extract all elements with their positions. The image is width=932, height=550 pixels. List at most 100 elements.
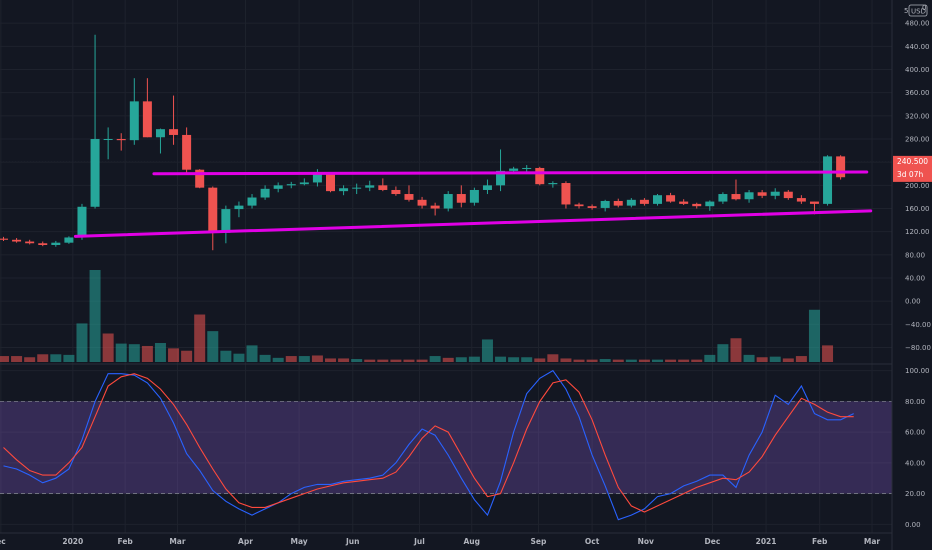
candle-body <box>90 139 100 207</box>
time-tick-label: Jul <box>413 537 425 546</box>
volume-bar <box>429 356 441 362</box>
volume-bar <box>534 358 546 362</box>
price-tick-label: 120.00 <box>905 228 930 236</box>
candle-body <box>182 134 192 170</box>
volume-bar <box>468 356 480 362</box>
volume-bar <box>455 357 467 362</box>
volume-bar <box>141 345 153 362</box>
time-axis[interactable]: ec 2020 Feb Mar Apr May Jun Jul Aug Sep Oct Nov Dec 2… <box>0 537 880 546</box>
time-tick-label: 2020 <box>62 537 83 546</box>
volume-bar <box>102 333 114 362</box>
candle-body <box>38 243 48 246</box>
candle-body <box>77 206 87 238</box>
candle-body <box>600 200 610 208</box>
time-tick-label: Feb <box>118 537 134 546</box>
candle-body <box>587 206 597 208</box>
volume-bar <box>207 331 219 362</box>
candle-body <box>626 199 636 206</box>
candle-body <box>731 194 741 200</box>
currency-badge[interactable] <box>908 4 928 17</box>
candle-body <box>509 168 519 171</box>
volume-bar <box>508 357 520 362</box>
volume-bar <box>325 358 336 362</box>
volume-bar <box>808 309 820 362</box>
volume-bar <box>704 354 716 362</box>
candle-body <box>0 238 8 240</box>
price-tag: 240.500 3d 07h <box>893 155 932 182</box>
volume-bar <box>678 359 690 362</box>
volume-bar <box>665 359 677 362</box>
stoch-d-line <box>3 373 854 513</box>
candle-body <box>783 191 793 199</box>
volume-bar <box>285 356 297 362</box>
stoch-band <box>0 400 892 494</box>
volume-bar <box>769 356 781 362</box>
scale-hint: 5 <box>904 7 908 15</box>
price-tick-label: 360.00 <box>905 89 930 97</box>
volume-bar <box>272 357 284 362</box>
volume-bar <box>547 354 559 362</box>
volume-bar <box>298 356 310 362</box>
trendline <box>152 170 869 176</box>
candle-body <box>221 209 231 233</box>
candle-body <box>404 194 414 200</box>
volume-bar <box>795 356 807 362</box>
price-tick-label: 400.00 <box>905 66 930 74</box>
trendlines[interactable] <box>73 170 873 238</box>
volume-bar <box>194 314 206 362</box>
volume-bar <box>638 359 650 362</box>
volume-bar <box>521 357 533 362</box>
candle-body <box>718 194 728 202</box>
volume-bar <box>560 358 572 362</box>
candle-body <box>391 189 401 195</box>
candle-body <box>653 195 662 204</box>
time-tick-label: Mar <box>864 537 881 546</box>
time-tick-label: Apr <box>238 537 253 546</box>
volume-bar <box>403 359 415 362</box>
candle-body <box>522 167 532 169</box>
candle-body <box>639 199 649 204</box>
volume-bar <box>181 350 193 362</box>
overbought-oversold-band <box>0 401 892 494</box>
candle-body <box>155 129 165 138</box>
candle-body <box>836 156 846 178</box>
candle-body <box>456 194 466 203</box>
candles <box>0 34 846 251</box>
osc-tick-label: 0.00 <box>905 521 921 529</box>
time-tick-label: Aug <box>464 537 481 546</box>
candle-body <box>195 169 205 188</box>
price-tick-label: 480.00 <box>905 20 930 28</box>
candle-body <box>103 139 113 141</box>
price-tag-box <box>893 155 932 182</box>
candle-body <box>260 188 270 198</box>
candle-body <box>496 170 506 186</box>
candle-body <box>234 205 244 210</box>
volume-bar <box>586 359 598 362</box>
candle-body <box>312 173 322 183</box>
candle-body <box>574 204 584 207</box>
volume-bar <box>822 345 834 362</box>
candle-body <box>273 185 283 189</box>
volume-bar <box>220 350 232 362</box>
candle-body <box>679 201 689 204</box>
volume-bar <box>495 356 507 362</box>
candle-body <box>378 185 388 190</box>
candle-body <box>770 191 780 196</box>
volume-bar <box>11 356 23 362</box>
stoch-lines <box>3 369 854 521</box>
volume-bar <box>756 357 768 362</box>
time-tick-label: Oct <box>585 537 600 546</box>
price-tick-label: 440.00 <box>905 43 930 51</box>
volume-bar <box>416 359 428 362</box>
volume-bar <box>717 344 729 362</box>
volume-bar <box>691 359 703 362</box>
candle-body <box>809 201 819 204</box>
candle-body <box>326 173 335 192</box>
volume-bar <box>481 339 493 362</box>
price-tick-label: −40.00 <box>905 321 931 329</box>
volume-bar <box>377 359 389 362</box>
volume-bars <box>0 270 834 362</box>
